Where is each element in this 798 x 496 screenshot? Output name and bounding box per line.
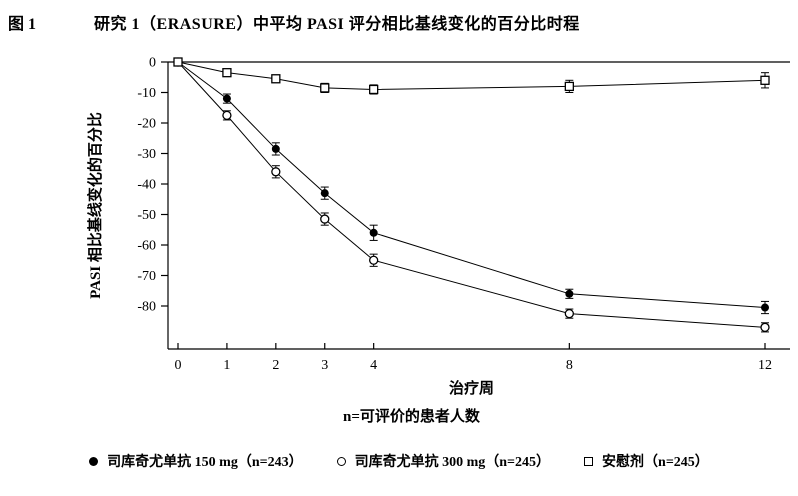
y-tick-label: -80 <box>137 300 156 315</box>
x-axis-title: 治疗周 <box>449 379 494 397</box>
y-tick-label: -40 <box>137 178 156 193</box>
data-point <box>222 68 232 78</box>
y-tick-label: -70 <box>137 269 156 284</box>
x-tick-label: 4 <box>370 358 377 373</box>
data-point <box>320 83 330 93</box>
data-point <box>760 75 770 85</box>
legend-label-placebo: 安慰剂（n=245） <box>602 455 709 470</box>
data-point <box>271 74 281 84</box>
y-tick-label: -60 <box>137 239 156 254</box>
data-point <box>320 189 329 198</box>
legend-item-placebo: 安慰剂（n=245） <box>584 451 709 471</box>
data-point <box>564 308 574 319</box>
x-tick-label: 8 <box>566 358 573 373</box>
data-point <box>271 167 281 177</box>
data-point <box>271 144 280 153</box>
data-point <box>222 94 231 103</box>
y-tick-label: -50 <box>137 208 156 223</box>
y-tick-label: -30 <box>137 147 156 162</box>
figure-label: 图 1 <box>8 16 37 33</box>
legend-item-secukinumab-150mg: 司库奇尤单抗 150 mg（n=243） <box>89 451 303 471</box>
y-tick-label: -20 <box>137 117 156 132</box>
legend-label-150mg: 司库奇尤单抗 150 mg（n=243） <box>107 455 303 470</box>
series-open-square <box>173 57 770 95</box>
data-point <box>222 110 232 121</box>
open-circle-icon <box>336 456 346 466</box>
data-point <box>369 228 378 237</box>
figure-header: 图 1 研究 1（ERASURE）中平均 PASI 评分相比基线变化的百分比时程 <box>0 0 798 38</box>
axes: 0-10-20-30-40-50-60-70-800 1 2 3 4 8 12 <box>137 56 790 373</box>
data-point <box>565 289 574 298</box>
data-point <box>173 57 183 67</box>
pasi-line-chart: 0-10-20-30-40-50-60-70-800 1 2 3 4 8 12治疗周PASI… <box>86 56 790 425</box>
data-point <box>369 84 379 95</box>
filled-circle-icon <box>89 456 99 466</box>
data-point <box>564 81 574 92</box>
x-tick-label: 2 <box>272 358 279 373</box>
y-tick-label: 0 <box>149 56 156 71</box>
series-filled-circle <box>174 58 769 315</box>
open-square-icon <box>584 456 594 466</box>
series-open-circle <box>173 57 770 333</box>
chart-legend: 司库奇尤单抗 150 mg（n=243） 司库奇尤单抗 300 mg（n=245… <box>0 435 798 471</box>
y-axis-title: PASI 相比基线变化的百分比 <box>86 112 104 299</box>
chart-area: 0 -10 -20 -30 -40 -50 -60 -70 -80 0 1 2 3 4 8 12 治疗周 PASI… <box>0 38 798 435</box>
y-tick-label: -10 <box>137 86 156 101</box>
figure-title: 研究 1（ERASURE）中平均 PASI 评分相比基线变化的百分比时程 <box>94 16 580 33</box>
x-tick-label: 12 <box>758 358 772 373</box>
legend-label-300mg: 司库奇尤单抗 300 mg（n=245） <box>354 455 551 470</box>
x-tick-label: 0 <box>175 358 182 373</box>
legend-item-secukinumab-300mg: 司库奇尤单抗 300 mg（n=245） <box>336 451 551 471</box>
data-point <box>760 322 770 333</box>
data-point <box>369 255 379 265</box>
x-tick-label: 3 <box>321 358 328 373</box>
chart-footnote: n=可评价的患者人数 <box>343 407 481 425</box>
data-point <box>320 214 330 224</box>
data-point <box>761 303 769 312</box>
x-tick-label: 1 <box>223 358 230 373</box>
